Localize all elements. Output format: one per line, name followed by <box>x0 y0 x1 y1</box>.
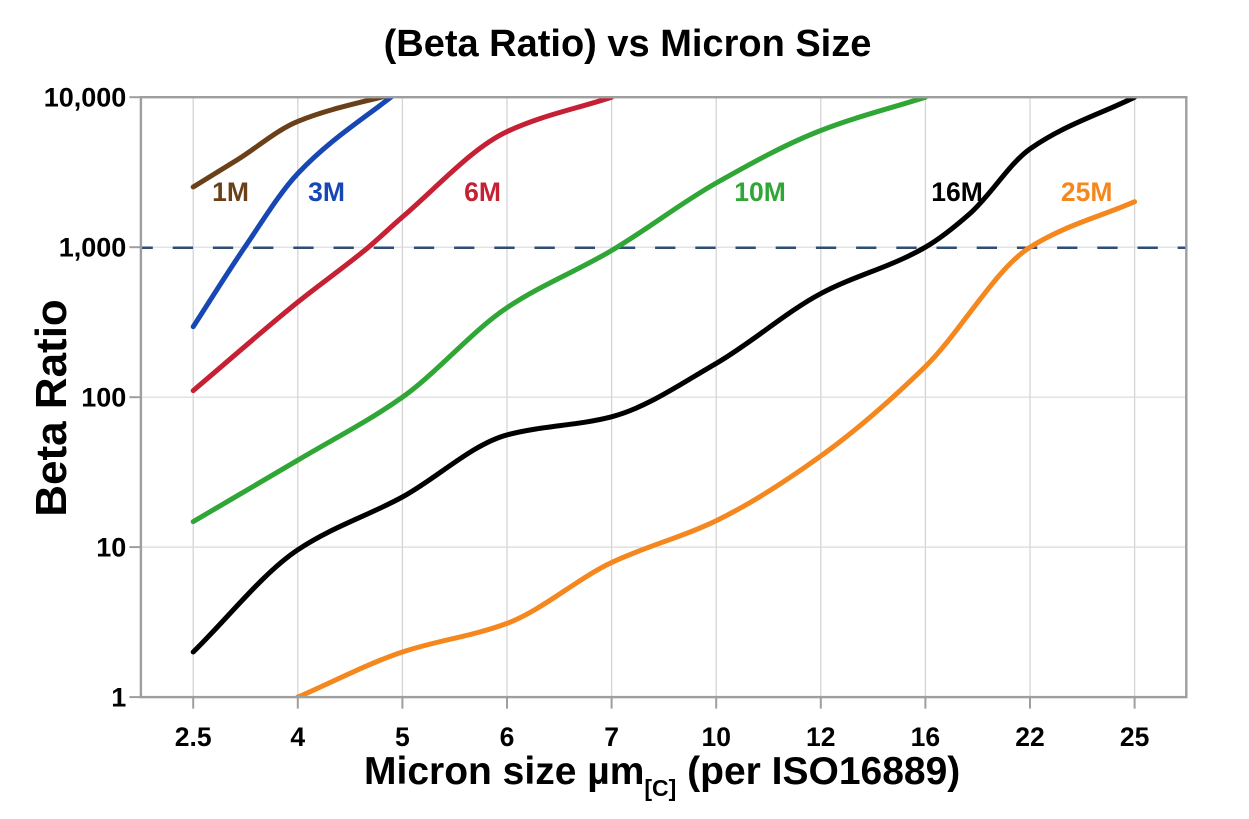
svg-text:1,000: 1,000 <box>59 233 127 263</box>
svg-text:16: 16 <box>911 722 940 752</box>
svg-text:10: 10 <box>701 722 730 752</box>
svg-text:22: 22 <box>1015 722 1044 752</box>
svg-text:16M: 16M <box>931 177 983 207</box>
svg-text:12: 12 <box>806 722 835 752</box>
svg-text:Beta Ratio: Beta Ratio <box>27 299 76 517</box>
svg-text:10,000: 10,000 <box>44 83 127 113</box>
svg-text:Micron size µm[C] (per ISO1688: Micron size µm[C] (per ISO16889) <box>364 750 960 801</box>
svg-text:10: 10 <box>96 533 126 563</box>
svg-text:100: 100 <box>81 383 126 413</box>
svg-text:25M: 25M <box>1061 177 1113 207</box>
svg-text:3M: 3M <box>308 177 345 207</box>
svg-text:4: 4 <box>290 722 305 752</box>
svg-text:(Beta Ratio) vs Micron Size: (Beta Ratio) vs Micron Size <box>384 23 872 65</box>
svg-text:25: 25 <box>1120 722 1149 752</box>
svg-text:6: 6 <box>500 722 515 752</box>
svg-text:10M: 10M <box>734 177 786 207</box>
svg-text:6M: 6M <box>464 177 501 207</box>
svg-text:7: 7 <box>604 722 619 752</box>
svg-text:5: 5 <box>395 722 410 752</box>
svg-text:1: 1 <box>111 683 126 713</box>
svg-text:1M: 1M <box>212 177 249 207</box>
svg-text:2.5: 2.5 <box>175 722 212 752</box>
